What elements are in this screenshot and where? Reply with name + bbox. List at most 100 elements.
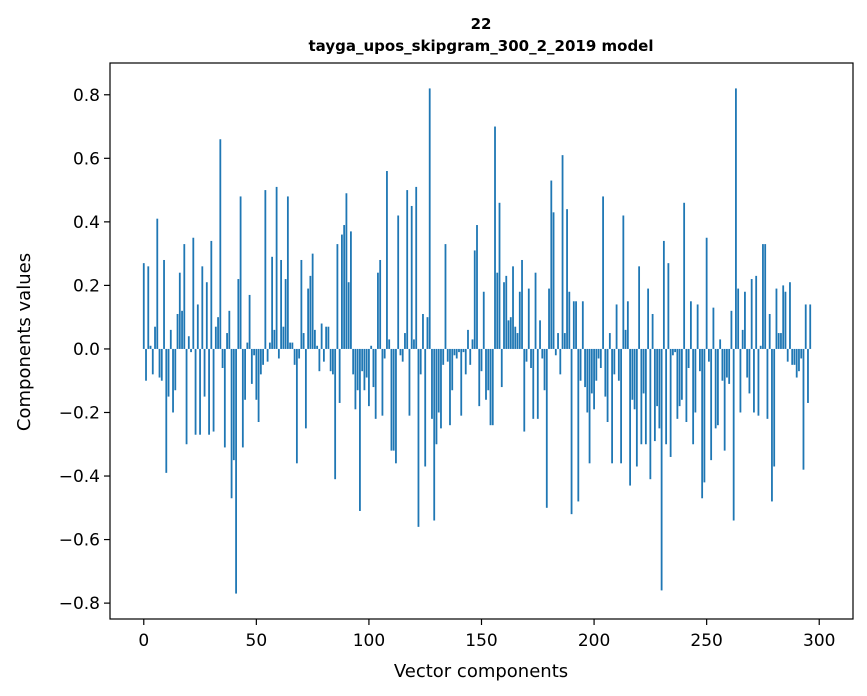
bar (507, 320, 510, 349)
bar (464, 348, 467, 375)
bar (325, 326, 328, 349)
bar (512, 266, 514, 349)
bar (194, 348, 197, 435)
bar (419, 348, 422, 375)
bar (451, 348, 454, 391)
bar (572, 301, 575, 349)
bar (617, 348, 620, 381)
bar (685, 348, 688, 423)
bar (386, 171, 388, 349)
bar (525, 348, 528, 362)
bar (160, 348, 163, 381)
bar (255, 348, 258, 400)
bar (476, 225, 478, 349)
bar (649, 348, 652, 480)
bar (640, 348, 643, 445)
bar (262, 348, 264, 365)
bar (753, 348, 755, 413)
bar (392, 348, 395, 451)
bar (201, 266, 204, 349)
bar (615, 304, 618, 349)
y-axis-label: Components values (14, 253, 35, 431)
bar (370, 345, 373, 349)
bar (368, 348, 370, 407)
bar (588, 348, 591, 464)
bar (602, 196, 604, 349)
bar (500, 348, 503, 388)
bar (651, 313, 654, 349)
bar (539, 320, 541, 349)
bar (717, 348, 719, 426)
bar (205, 282, 208, 349)
bar (622, 215, 625, 349)
bar (257, 348, 260, 423)
bar (694, 348, 697, 413)
bar (523, 348, 526, 432)
bar (172, 348, 174, 413)
bar (554, 348, 557, 356)
bar (485, 348, 487, 400)
bar (669, 348, 672, 457)
bar (635, 348, 638, 467)
bar (696, 304, 699, 349)
y-tick-label: 0.4 (73, 213, 100, 233)
bar (183, 244, 186, 349)
bar (190, 348, 192, 353)
bar (757, 348, 760, 416)
bar (365, 348, 368, 378)
y-tick-label: 0.2 (73, 276, 100, 296)
bar (399, 348, 402, 356)
bar (226, 333, 228, 349)
bar (338, 348, 341, 403)
bar (581, 301, 584, 349)
bar (230, 348, 233, 499)
bar (604, 348, 607, 397)
bar (575, 301, 577, 349)
bars-group (142, 88, 812, 594)
bar (359, 348, 361, 511)
bar (426, 317, 429, 349)
bar (505, 275, 508, 349)
bar (620, 348, 622, 464)
bar (723, 348, 726, 451)
bar (689, 301, 692, 349)
bar (597, 348, 600, 359)
bar (608, 333, 611, 349)
bar (415, 186, 418, 349)
bar (676, 348, 679, 419)
bar (530, 348, 532, 368)
bar (793, 348, 796, 365)
bar (214, 326, 217, 349)
bar (435, 348, 438, 445)
bar (361, 348, 364, 372)
bar (266, 348, 269, 362)
bar (187, 336, 190, 349)
bar (280, 259, 283, 349)
bar (487, 348, 490, 391)
bar (518, 291, 521, 349)
bar (775, 288, 778, 349)
bar (491, 348, 494, 426)
bar (413, 339, 415, 349)
bar (311, 253, 314, 349)
bar (395, 348, 397, 464)
bar (543, 348, 546, 391)
bar (703, 348, 706, 483)
bar (552, 212, 555, 349)
bar (532, 348, 535, 419)
bar (374, 348, 377, 419)
bar (626, 301, 629, 349)
bar (390, 348, 393, 451)
x-tick-label: 250 (690, 631, 722, 651)
bar (264, 190, 267, 349)
bar (433, 348, 436, 521)
bar (304, 348, 307, 429)
x-tick-label: 0 (138, 631, 149, 651)
bar (354, 348, 357, 410)
bar (291, 342, 294, 349)
bar (313, 329, 316, 349)
bar (489, 348, 492, 426)
bar (545, 348, 548, 508)
bar (633, 348, 636, 410)
bar (329, 348, 332, 372)
